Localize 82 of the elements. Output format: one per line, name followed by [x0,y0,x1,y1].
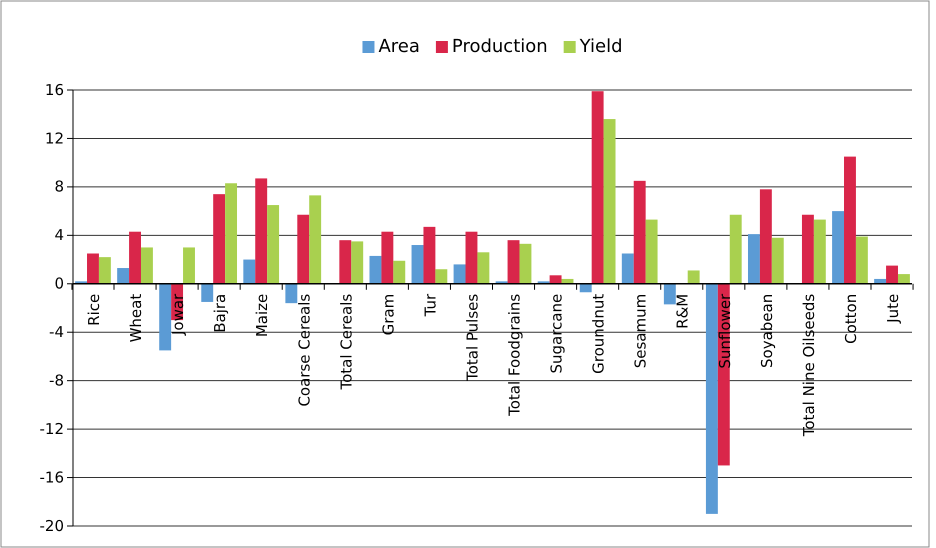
bar [592,91,604,284]
bar [351,241,364,284]
x-tick-label: Sesamum [632,294,650,368]
x-tick-label: Soyabean [758,294,776,368]
bar [844,156,856,284]
bar [369,256,382,284]
bar [201,284,214,302]
x-tick-label: Maize [253,294,272,338]
bar [129,232,141,284]
x-tick-label: Cotton [842,294,860,344]
bar [285,284,298,304]
bar [466,232,478,284]
bar [580,284,592,292]
legend-label: Area [378,36,420,57]
bar [381,232,394,284]
bar [856,236,868,284]
y-tick-label: -4 [49,323,64,342]
x-tick-label: Sugarcane [548,294,566,374]
bar [706,284,718,514]
bar [622,254,634,284]
y-tick-label: 0 [54,274,64,293]
x-tick-label: Coarse Cereals [295,294,314,407]
bar [886,266,898,284]
bar [183,247,195,284]
bar [730,214,742,284]
legend-label: Yield [578,36,623,57]
bar [814,220,826,284]
x-tick-label: Tur [421,292,440,318]
x-tick-label: Sunflower [716,292,734,369]
bar [898,274,910,284]
bar [646,220,658,284]
x-tick-label: Bajra [211,294,230,333]
x-tick-label: Total Foodgrains [506,294,524,417]
bar [393,260,406,284]
bar [213,194,226,284]
y-tick-label: 16 [44,80,64,99]
bar [412,245,424,284]
x-tick-label: R&M [674,294,692,329]
x-tick-label: Groundnut [590,294,608,374]
y-tick-label: 12 [44,129,64,148]
x-tick-label: Wheat [127,294,146,342]
y-tick-label: -16 [40,468,64,486]
bar [508,240,520,284]
bar [267,205,280,284]
y-tick-label: -20 [40,516,64,535]
bar [454,264,466,284]
bar [772,238,784,284]
bar [634,180,646,284]
bar [140,247,153,284]
bar [98,257,111,284]
bar [802,214,814,284]
x-tick-label: Total Nine Oilseeds [800,294,818,438]
bar [477,252,490,284]
y-tick-label: 8 [54,178,64,196]
legend-label: Production [452,36,548,57]
bar [748,234,760,284]
bar [255,178,268,284]
x-tick-label: Jute [884,294,902,324]
bar [760,189,772,284]
bar [832,211,844,284]
bar [159,284,172,350]
bar [297,214,310,284]
bar [688,270,700,284]
y-tick-label: -12 [40,420,64,438]
bar [87,254,99,284]
bar [339,240,352,284]
bar [309,195,322,284]
bar [519,244,532,284]
y-tick-label: 4 [54,226,64,244]
bar [225,183,238,284]
x-tick-label: Gram [379,294,398,336]
bar [435,269,448,284]
bar [117,268,130,284]
bar [243,260,256,284]
x-tick-label: Rice [84,294,103,326]
x-tick-label: Total Pulses [463,294,482,382]
x-tick-label: Jowar [169,292,188,336]
bar [664,284,676,304]
bar [604,119,616,284]
x-tick-label: Total Cereals [337,294,356,391]
bar [423,226,436,284]
y-tick-label: -8 [49,371,64,390]
